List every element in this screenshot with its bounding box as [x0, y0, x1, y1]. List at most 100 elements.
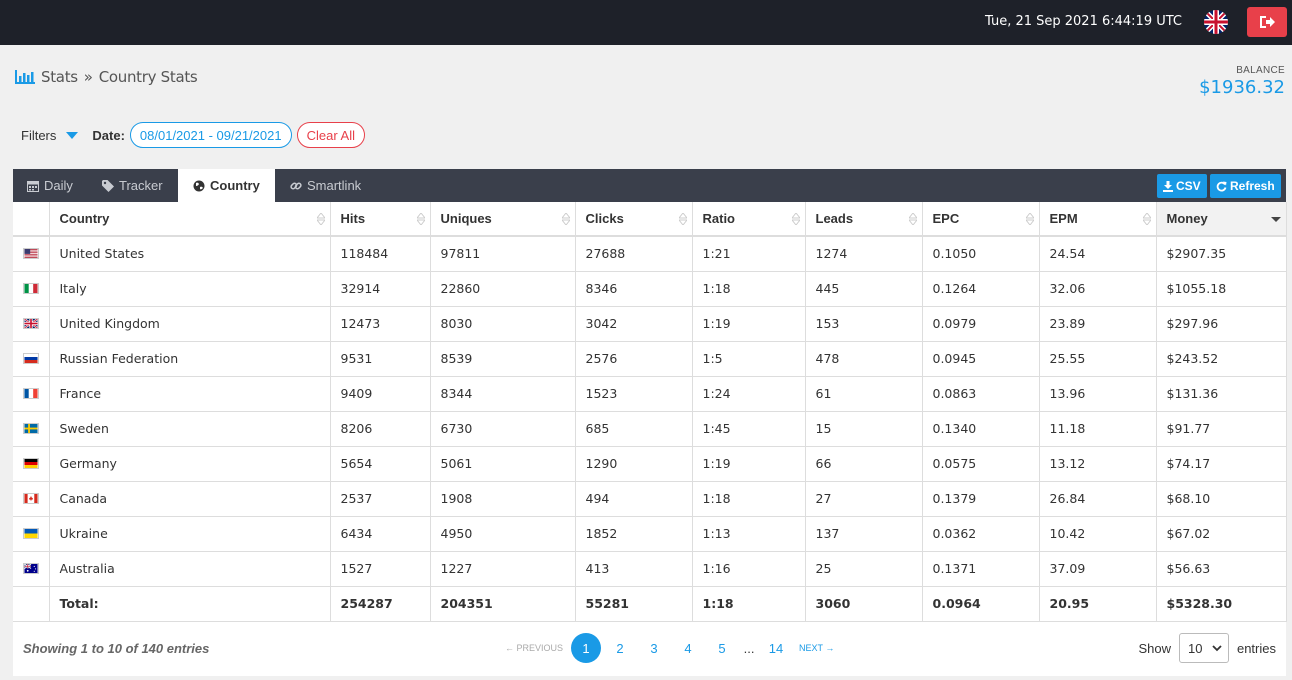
column-header-epm[interactable]: EPM: [1039, 202, 1157, 237]
sort-icon: [908, 213, 917, 225]
column-header-country[interactable]: Country: [49, 202, 331, 237]
page-button-last[interactable]: 14: [768, 640, 784, 656]
cell-clicks: 3042: [575, 306, 693, 342]
cell-hits: 9409: [330, 376, 431, 412]
cell-epm: 11.18: [1039, 411, 1157, 447]
cell-country: Canada: [49, 481, 331, 517]
flag-fr-icon: [23, 388, 39, 399]
column-header-uniques[interactable]: Uniques: [430, 202, 576, 237]
column-header-ratio[interactable]: Ratio: [692, 202, 806, 237]
page-button[interactable]: 2: [616, 640, 624, 656]
sort-icon: [416, 213, 425, 225]
cell-leads: 153: [805, 306, 923, 342]
table-row: Germany 5654 5061 1290 1:19 66 0.0575 13.12 $74.…: [13, 446, 1287, 482]
refresh-icon: [1216, 181, 1227, 191]
page-title: Country Stats: [98, 68, 198, 86]
cell-country: Italy: [49, 271, 331, 307]
flag-cell: [13, 586, 50, 622]
total-label: Total:: [49, 586, 331, 622]
flag-cell: [13, 551, 50, 587]
column-header-clicks[interactable]: Clicks: [575, 202, 693, 237]
page-button[interactable]: 3: [650, 640, 658, 656]
previous-page-link[interactable]: ← PREVIOUS: [505, 643, 564, 653]
cell-leads: 25: [805, 551, 923, 587]
flag-us-icon: [23, 248, 39, 260]
tab-tracker[interactable]: Tracker: [102, 169, 182, 202]
csv-button[interactable]: CSV: [1157, 174, 1207, 198]
cell-epc: 0.0945: [922, 341, 1040, 377]
sign-out-icon: [1260, 16, 1275, 28]
flag-ua-icon: [23, 528, 39, 539]
tab-bar: Daily Tracker Country Smartlink: [13, 169, 1286, 202]
tab-daily[interactable]: Daily: [27, 169, 107, 202]
tab-country[interactable]: Country: [178, 169, 275, 202]
tab-label: Tracker: [119, 178, 163, 193]
page-size-select[interactable]: 10: [1178, 633, 1229, 663]
tab-label: Country: [210, 178, 260, 193]
column-header-flag: [13, 202, 50, 237]
cell-country: United Kingdom: [49, 306, 331, 342]
cell-uniques: 8030: [430, 306, 576, 342]
cell-clicks: 1523: [575, 376, 693, 412]
logout-button[interactable]: [1247, 7, 1287, 37]
cell-uniques: 22860: [430, 271, 576, 307]
entries-label: entries: [1236, 640, 1276, 656]
flag-cell: [13, 516, 50, 552]
breadcrumb: Stats » Country Stats: [15, 68, 198, 86]
cell-ratio: 1:21: [692, 236, 806, 272]
cell-epm: 10.42: [1039, 516, 1157, 552]
cell-uniques: 1227: [430, 551, 576, 587]
flag-cell: [13, 481, 50, 517]
language-flag-icon[interactable]: [1204, 10, 1228, 34]
cell-ratio: 1:19: [692, 306, 806, 342]
cell-ratio: 1:18: [692, 271, 806, 307]
cell-uniques: 97811: [430, 236, 576, 272]
total-leads: 3060: [805, 586, 923, 622]
tab-label: Smartlink: [307, 178, 362, 193]
sort-icon: [561, 213, 570, 225]
flag-cell: [13, 271, 50, 307]
table-row: Russian Federation 9531 8539 2576 1:5 478 0.09…: [13, 341, 1287, 377]
next-page-link[interactable]: NEXT →: [799, 643, 835, 653]
totals-row: Total: 254287 204351 55281 1:18 3060 0.0964 20.…: [13, 586, 1287, 622]
cell-country: Ukraine: [49, 516, 331, 552]
page-button[interactable]: 4: [684, 640, 692, 656]
clear-all-button[interactable]: Clear All: [296, 122, 366, 148]
cell-leads: 1274: [805, 236, 923, 272]
page-button-current[interactable]: 1: [571, 633, 602, 663]
page-size-control: Show 10 entries: [1138, 633, 1276, 663]
cell-hits: 1527: [330, 551, 431, 587]
cell-epm: 23.89: [1039, 306, 1157, 342]
total-uniques: 204351: [430, 586, 576, 622]
table-row: Ukraine 6434 4950 1852 1:13 137 0.0362 10.42 $67…: [13, 516, 1287, 552]
total-money: $5328.30: [1156, 586, 1287, 622]
column-header-hits[interactable]: Hits: [330, 202, 431, 237]
page-button[interactable]: 5: [718, 640, 726, 656]
cell-leads: 478: [805, 341, 923, 377]
sort-icon: [1142, 213, 1151, 225]
entries-info: Showing 1 to 10 of 140 entries: [23, 641, 210, 656]
flag-it-icon: [23, 283, 39, 294]
pagination-ellipsis: ...: [743, 640, 755, 656]
column-header-money[interactable]: Money: [1156, 202, 1287, 237]
flag-se-icon: [23, 423, 39, 434]
table-row: Australia 1527 1227 413 1:16 25 0.1371 37.09 $56…: [13, 551, 1287, 587]
bar-chart-icon: [15, 70, 35, 84]
tab-smartlink[interactable]: Smartlink: [290, 169, 390, 202]
flag-ca-icon: [23, 493, 39, 504]
refresh-button[interactable]: Refresh: [1210, 174, 1281, 198]
total-hits: 254287: [330, 586, 431, 622]
date-range-filter[interactable]: 08/01/2021 - 09/21/2021: [129, 122, 292, 148]
breadcrumb-root[interactable]: Stats: [41, 68, 78, 86]
cell-clicks: 1290: [575, 446, 693, 482]
cell-clicks: 1852: [575, 516, 693, 552]
cell-clicks: 8346: [575, 271, 693, 307]
flag-cell: [13, 341, 50, 377]
caret-down-icon[interactable]: [66, 131, 79, 139]
cell-ratio: 1:13: [692, 516, 806, 552]
column-header-leads[interactable]: Leads: [805, 202, 923, 237]
column-header-epc[interactable]: EPC: [922, 202, 1040, 237]
cell-money: $1055.18: [1156, 271, 1287, 307]
flag-au-icon: [23, 563, 39, 574]
filters-label[interactable]: Filters: [21, 127, 57, 143]
